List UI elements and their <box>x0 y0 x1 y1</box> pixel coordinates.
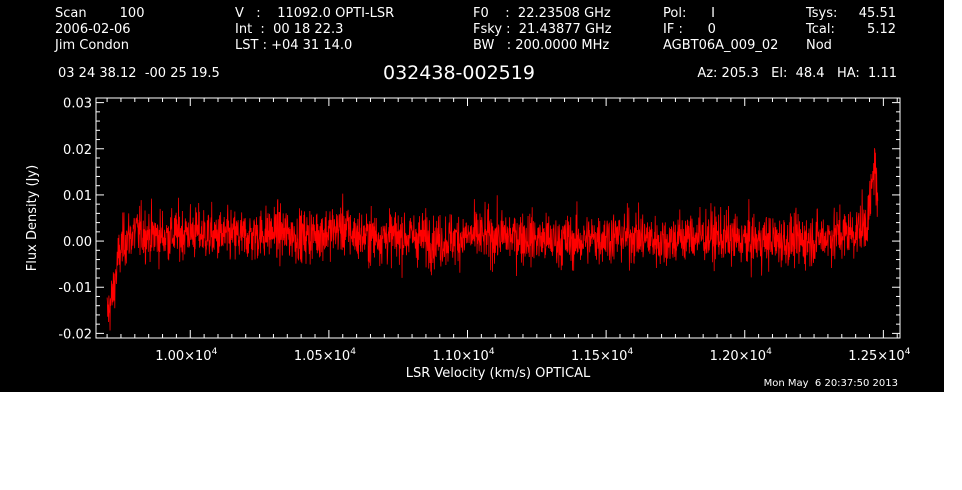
chart: 1.00×104 1.05×104 1.10×104 1.15×104 1.20×104… <box>25 97 911 381</box>
bandwidth: BW : 200.0000 MHz <box>473 38 610 53</box>
x-axis-label: LSR Velocity (km/s) OPTICAL <box>406 366 591 381</box>
source-title: 032438-002519 <box>383 62 535 84</box>
x-tick-label: 1.10×104 <box>432 347 494 364</box>
y-tick-label: -0.01 <box>58 281 92 296</box>
y-tick-label: 0.01 <box>63 189 92 204</box>
spectrum-trace <box>106 148 879 331</box>
x-tick-label: 1.25×104 <box>848 347 910 364</box>
observation-date: 2006-02-06 <box>55 22 131 37</box>
y-tick-label: 0.03 <box>63 97 92 112</box>
plot-area <box>106 148 879 331</box>
polarization: Pol: I <box>663 6 715 21</box>
if-number: IF : 0 <box>663 22 716 37</box>
az-el-ha: Az: 205.3 El: 48.4 HA: 1.11 <box>697 66 897 81</box>
x-tick-label: 1.20×104 <box>710 347 772 364</box>
tsys-label: Tsys: <box>806 6 838 21</box>
rest-frequency: F0 : 22.23508 GHz <box>473 6 611 21</box>
integration-time: Int : 00 18 22.3 <box>235 22 344 37</box>
velocity-info: V : 11092.0 OPTI-LSR <box>235 6 395 21</box>
sky-frequency: Fsky : 21.43877 GHz <box>473 22 612 37</box>
observer-name: Jim Condon <box>55 38 129 53</box>
lst-info: LST : +04 31 14.0 <box>235 38 353 53</box>
plot-panel: Scan 100 2006-02-06 Jim Condon V : 11092… <box>0 0 944 392</box>
project-id: AGBT06A_009_02 <box>663 38 779 53</box>
scan-number: Scan 100 <box>55 6 145 21</box>
y-tick-label: 0.02 <box>63 143 92 158</box>
y-tick-label: 0.00 <box>63 235 92 250</box>
y-axis-label: Flux Density (Jy) <box>25 165 40 271</box>
x-tick-label: 1.00×104 <box>155 347 217 364</box>
tcal-value: 5.12 <box>867 22 896 37</box>
tcal-label: Tcal: <box>806 22 835 37</box>
x-tick-label: 1.05×104 <box>294 347 356 364</box>
axes-frame <box>95 97 901 339</box>
axis-tick-labels: 1.00×104 1.05×104 1.10×104 1.15×104 1.20×104… <box>58 97 910 364</box>
nod-label: Nod <box>806 38 832 53</box>
y-tick-label: -0.02 <box>58 327 92 342</box>
axis-ticks <box>96 98 900 338</box>
x-tick-label: 1.15×104 <box>571 347 633 364</box>
plot-timestamp: Mon May 6 20:37:50 2013 <box>763 378 898 389</box>
source-coordinates: 03 24 38.12 -00 25 19.5 <box>58 66 220 81</box>
tsys-value: 45.51 <box>858 6 896 21</box>
